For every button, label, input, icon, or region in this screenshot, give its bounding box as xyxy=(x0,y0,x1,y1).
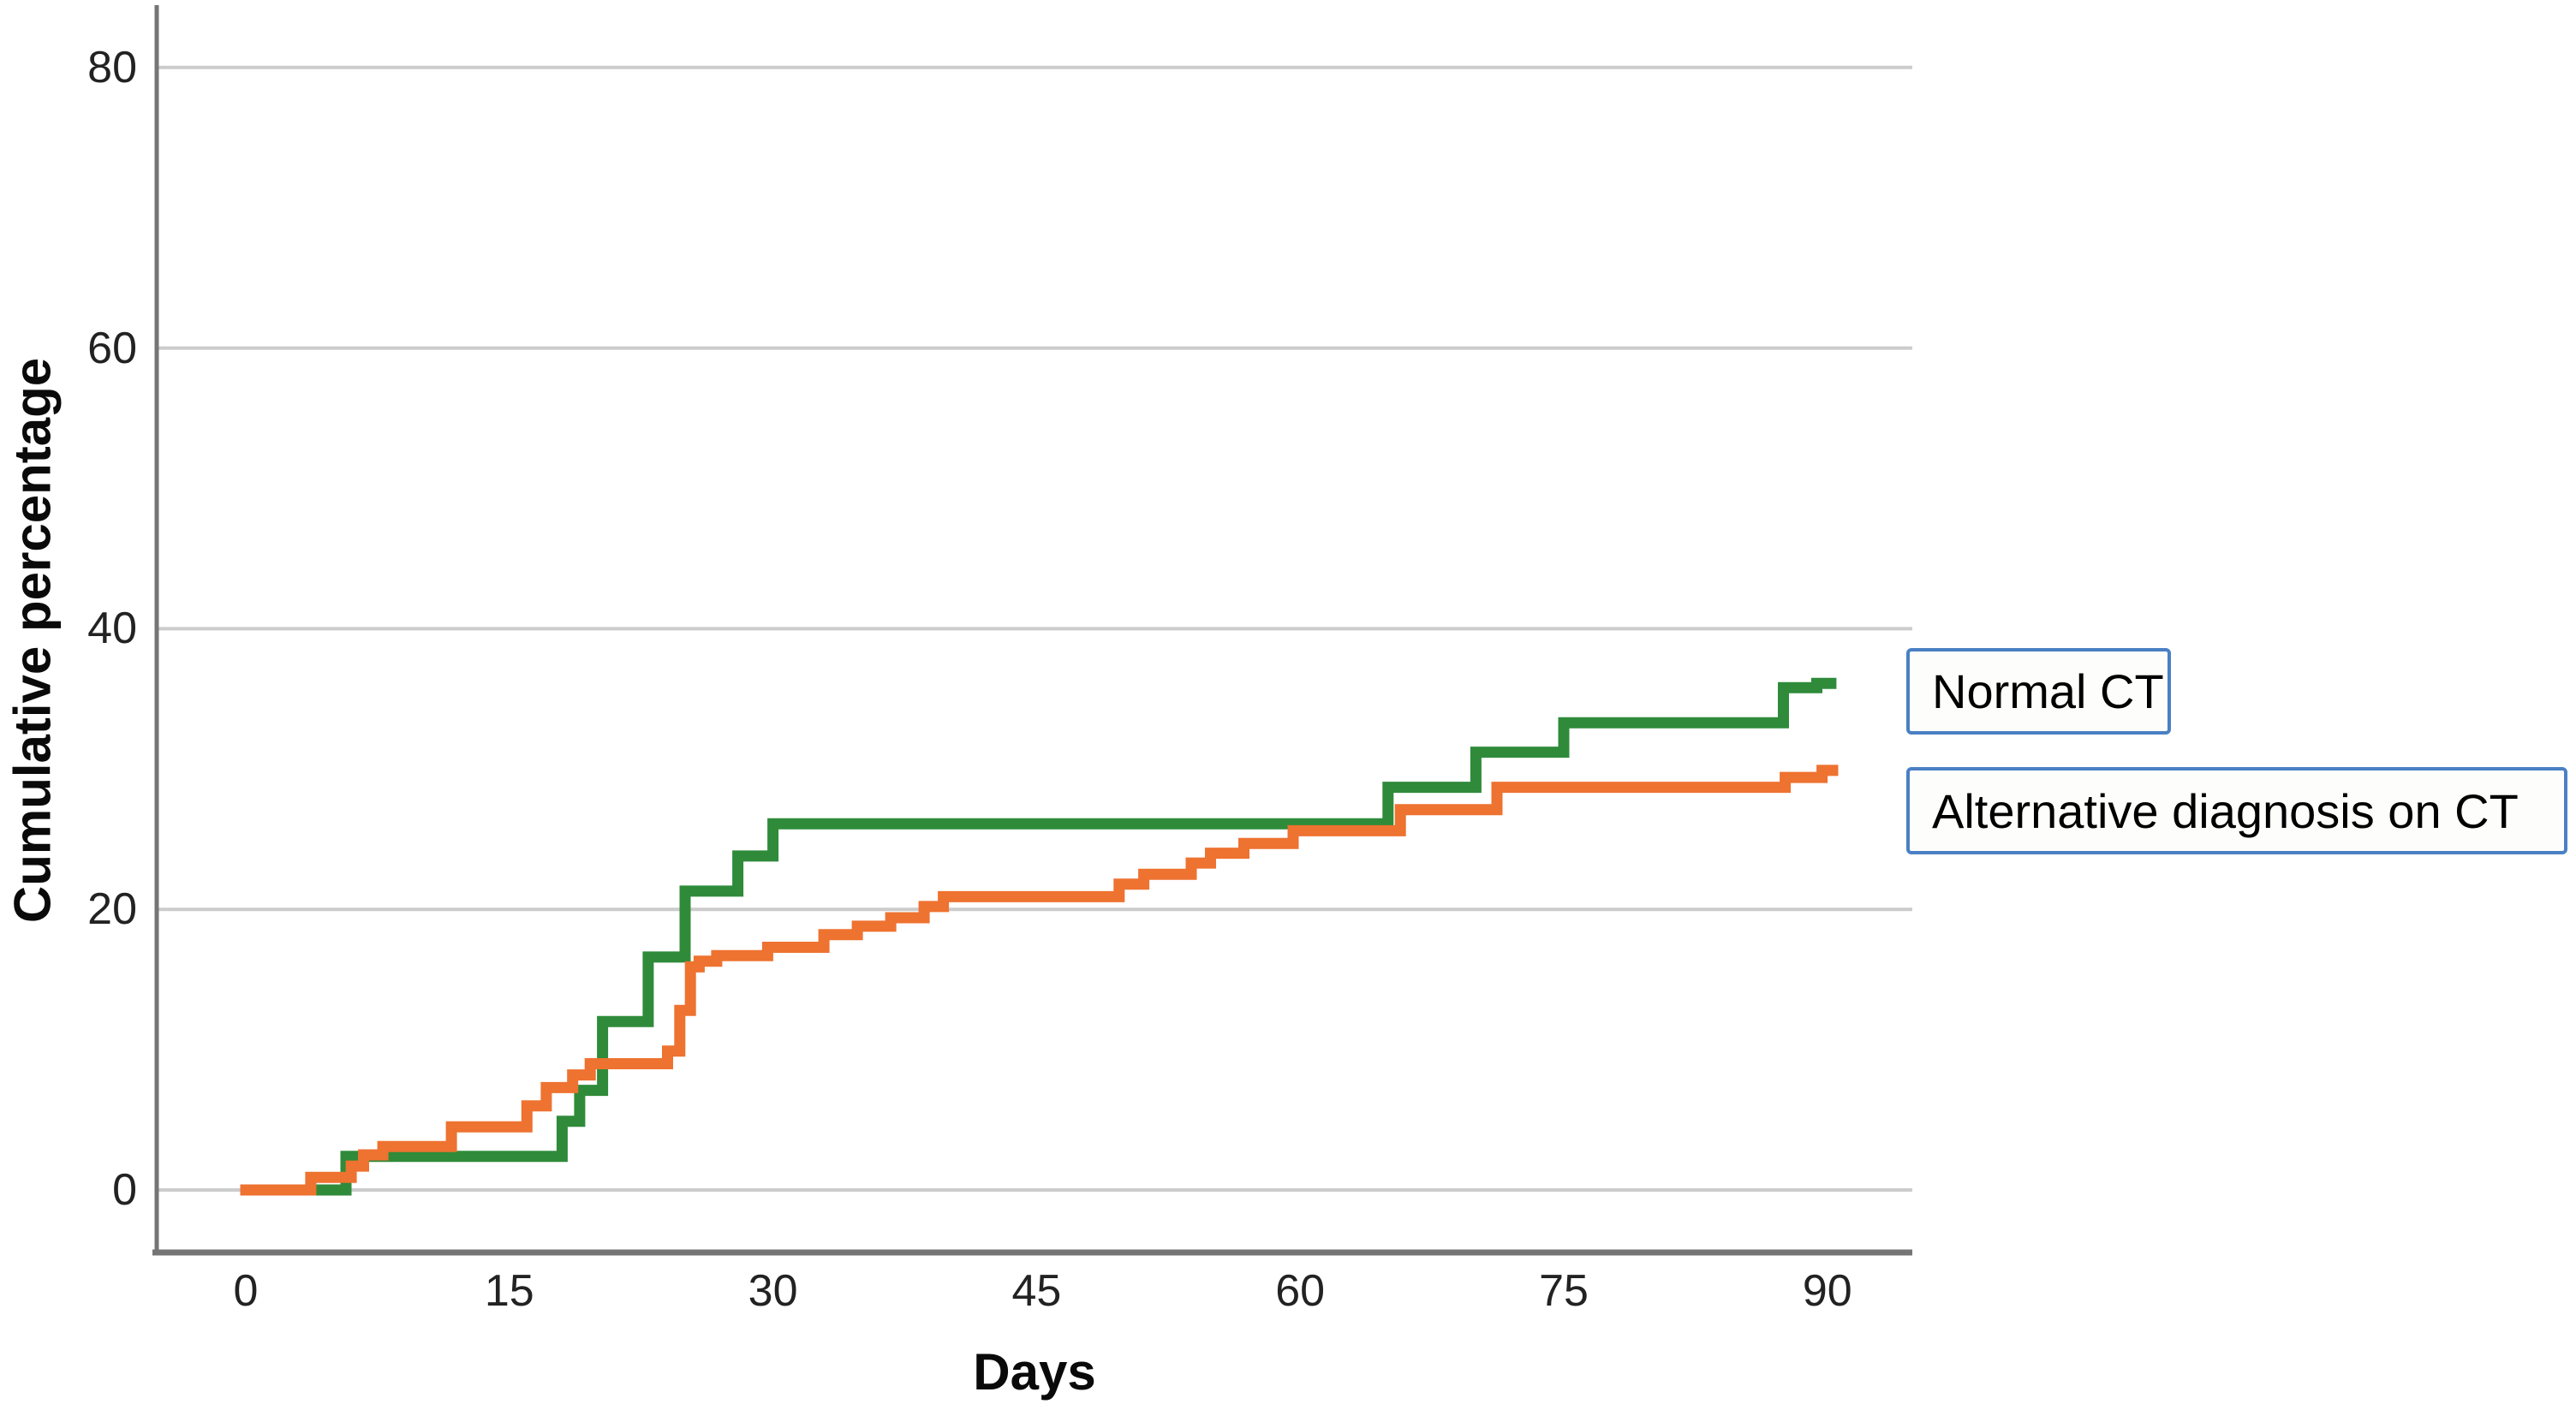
x-axis-title: Days xyxy=(973,1343,1096,1401)
x-tick-label-90: 90 xyxy=(1802,1266,1852,1316)
x-tick-label-75: 75 xyxy=(1539,1266,1589,1316)
x-tick-label-15: 15 xyxy=(484,1266,534,1316)
legend-alt-ct-label: Alternative diagnosis on CT xyxy=(1932,783,2519,838)
x-tick-label-45: 45 xyxy=(1011,1266,1062,1316)
x-tick-label-30: 30 xyxy=(748,1266,798,1316)
legend-normal-ct-label: Normal CT xyxy=(1932,664,2164,718)
x-tick-label-0: 0 xyxy=(233,1266,259,1316)
x-tick-label-60: 60 xyxy=(1275,1266,1326,1316)
legend-normal-ct-box: Normal CT xyxy=(1906,648,2171,735)
y-tick-label-0: 0 xyxy=(112,1165,137,1215)
y-tick-label-60: 60 xyxy=(87,323,137,373)
y-tick-label-80: 80 xyxy=(87,42,137,92)
curve-alt-diagnosis-ct xyxy=(240,764,1839,1196)
legend-alt-ct-box: Alternative diagnosis on CT xyxy=(1906,767,2567,854)
curve-normal-ct xyxy=(240,677,1837,1196)
y-tick-label-40: 40 xyxy=(87,604,137,654)
y-tick-label-20: 20 xyxy=(87,884,137,935)
y-axis-title: Cumulative percentage xyxy=(3,357,62,924)
